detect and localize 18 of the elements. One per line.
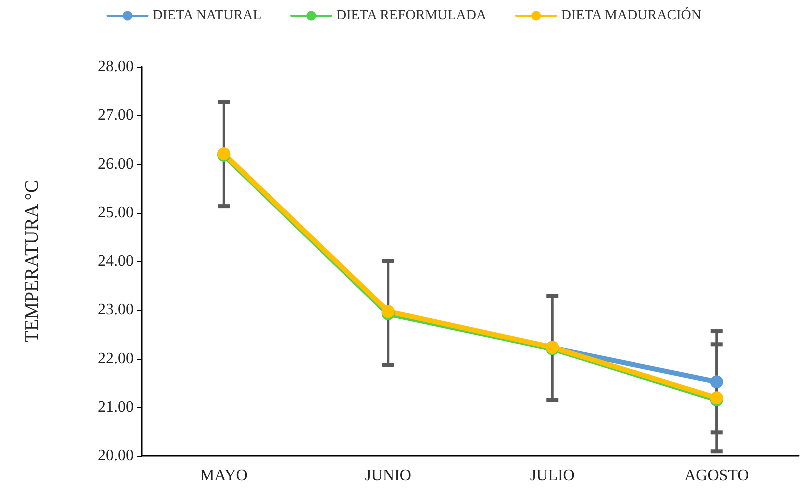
legend-label: DIETA MADURACIÓN <box>561 6 702 24</box>
x-tick-label: AGOSTO <box>684 468 750 484</box>
y-tick-label: 25.00 <box>98 204 134 222</box>
legend-label: DIETA REFORMULADA <box>336 8 488 24</box>
legend-label: DIETA NATURAL <box>152 8 262 24</box>
y-tick-label: 24.00 <box>98 253 134 270</box>
y-tick-label: 28.00 <box>98 58 134 76</box>
point <box>710 376 724 389</box>
x-tick-label: JUNIO <box>365 468 412 484</box>
x-tick-label: MAYO <box>200 468 248 484</box>
x-tick-label: JULIO <box>530 468 575 484</box>
y-tick-label: 27.00 <box>98 107 134 124</box>
y-tick-label: 20.00 <box>98 448 134 464</box>
y-tick-label: 21.00 <box>98 398 134 416</box>
y-tick-label: 23.00 <box>98 302 134 319</box>
y-axis-title: TEMPERATURA °C <box>22 180 43 343</box>
y-tick-label: 26.00 <box>98 156 134 173</box>
y-tick-label: 22.00 <box>98 350 134 368</box>
